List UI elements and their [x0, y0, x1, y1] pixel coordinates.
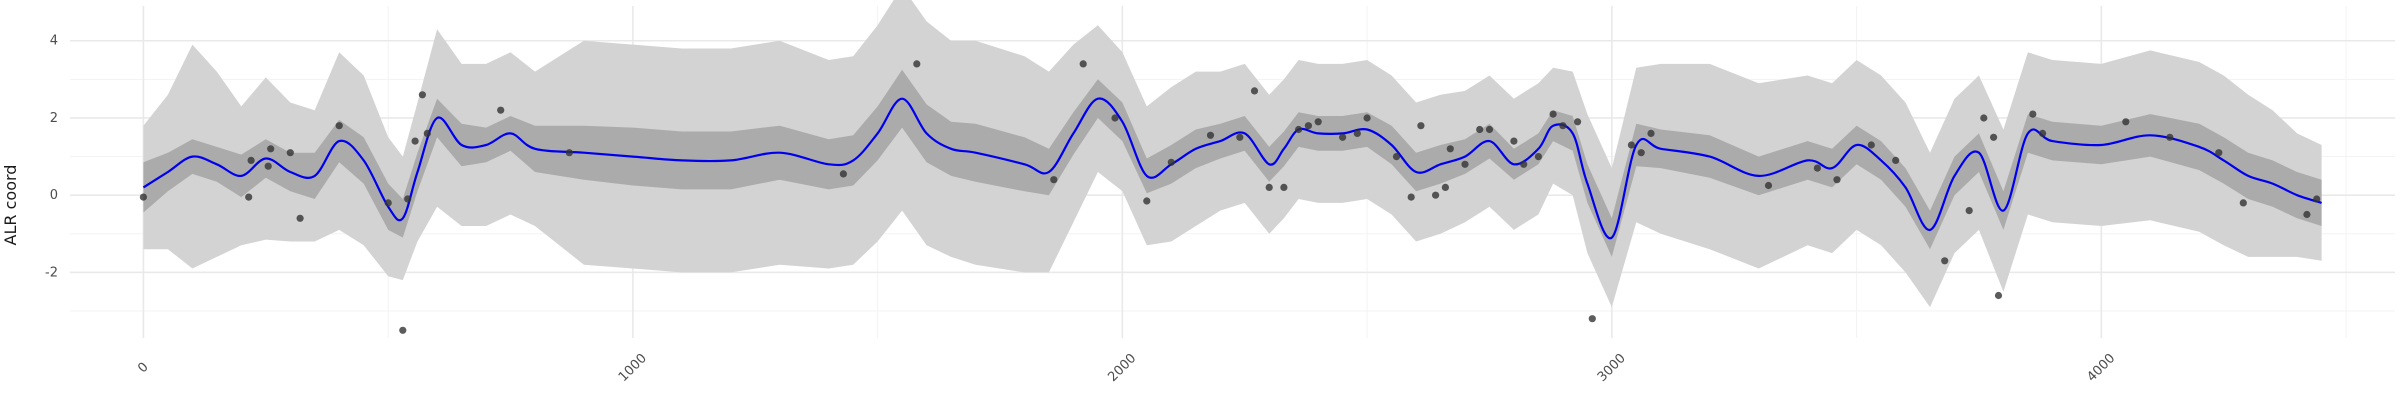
mean-line: [142, 97, 2322, 240]
data-point: [1994, 291, 2003, 300]
data-point: [2122, 118, 2130, 126]
data-point: [1250, 87, 1259, 95]
data-point: [1314, 118, 1322, 126]
data-point: [335, 122, 343, 130]
data-point: [1485, 125, 1494, 134]
y-tick-label: 2: [50, 111, 58, 126]
data-point: [1990, 133, 1998, 141]
data-point: [267, 145, 275, 153]
data-point: [264, 162, 272, 170]
data-point: [286, 149, 294, 157]
data-point: [1295, 125, 1303, 134]
data-point: [1764, 181, 1773, 190]
data-point: [1339, 133, 1347, 141]
data-point: [1446, 145, 1454, 153]
y-tick-label: -2: [45, 265, 58, 280]
x-tick-label: 3000: [1595, 351, 1629, 385]
data-point: [1265, 183, 1273, 191]
data-point: [1432, 191, 1440, 199]
data-point: [1050, 176, 1058, 184]
data-point: [1867, 141, 1875, 149]
x-tick-label: 2000: [1105, 351, 1139, 385]
data-point: [913, 60, 921, 68]
data-point: [1941, 257, 1949, 265]
data-point: [1549, 110, 1557, 118]
inner-band: [143, 69, 2322, 257]
x-tick-label: 1000: [616, 351, 650, 385]
data-point: [1574, 118, 1582, 126]
data-point: [1833, 176, 1841, 184]
data-point: [296, 214, 304, 222]
data-point: [1980, 114, 1988, 122]
mean-line-layer: [142, 97, 2322, 240]
y-axis-ticks: -2 0 2 4: [45, 34, 58, 281]
data-point: [1079, 60, 1087, 68]
observations: [139, 60, 2321, 334]
data-point: [1892, 156, 1900, 164]
data-point: [1647, 129, 1655, 137]
data-point: [245, 193, 253, 201]
data-point: [497, 106, 505, 114]
data-point: [2303, 210, 2311, 219]
data-point: [1965, 207, 1973, 215]
data-point: [384, 199, 392, 207]
data-point: [2239, 199, 2247, 207]
data-point: [839, 170, 848, 178]
data-point: [2166, 133, 2174, 141]
data-point: [1510, 137, 1518, 145]
data-point: [1520, 160, 1528, 168]
data-point: [1206, 131, 1215, 139]
data-point: [404, 195, 412, 203]
data-point: [1143, 197, 1151, 205]
data-point: [1627, 141, 1635, 149]
data-point: [1280, 183, 1288, 191]
data-point: [1304, 122, 1312, 130]
data-point: [423, 129, 431, 137]
data-point: [1407, 193, 1415, 201]
data-point: [1476, 125, 1484, 134]
data-point: [1813, 164, 1821, 172]
data-point: [565, 149, 573, 157]
x-tick-label: 4000: [2084, 351, 2118, 385]
y-tick-label: 0: [50, 188, 58, 203]
data-point: [2215, 149, 2223, 157]
data-point: [1559, 122, 1567, 130]
data-point: [418, 91, 426, 99]
x-tick-label: 0: [135, 360, 151, 376]
data-point: [2313, 195, 2321, 203]
data-point: [1353, 129, 1361, 137]
y-axis-label: ALR coord: [1, 165, 20, 246]
data-point: [1236, 133, 1244, 141]
data-point: [2039, 129, 2047, 137]
data-point: [1588, 315, 1596, 323]
data-point: [399, 326, 407, 334]
data-point: [247, 156, 255, 164]
data-point: [1363, 114, 1371, 122]
data-point: [1111, 114, 1119, 122]
x-axis-ticks: 0 1000 2000 3000 4000: [135, 351, 2118, 385]
y-tick-label: 4: [50, 34, 58, 49]
data-point: [1441, 183, 1449, 191]
data-point: [1461, 160, 1469, 168]
data-point: [139, 193, 147, 201]
uncertainty-bands: [143, 0, 2322, 308]
data-point: [2029, 110, 2037, 118]
data-point: [1534, 153, 1542, 161]
data-point: [1417, 122, 1425, 130]
data-point: [411, 137, 419, 145]
data-point: [1637, 149, 1645, 157]
data-point: [1392, 153, 1401, 161]
data-point: [1167, 158, 1175, 166]
